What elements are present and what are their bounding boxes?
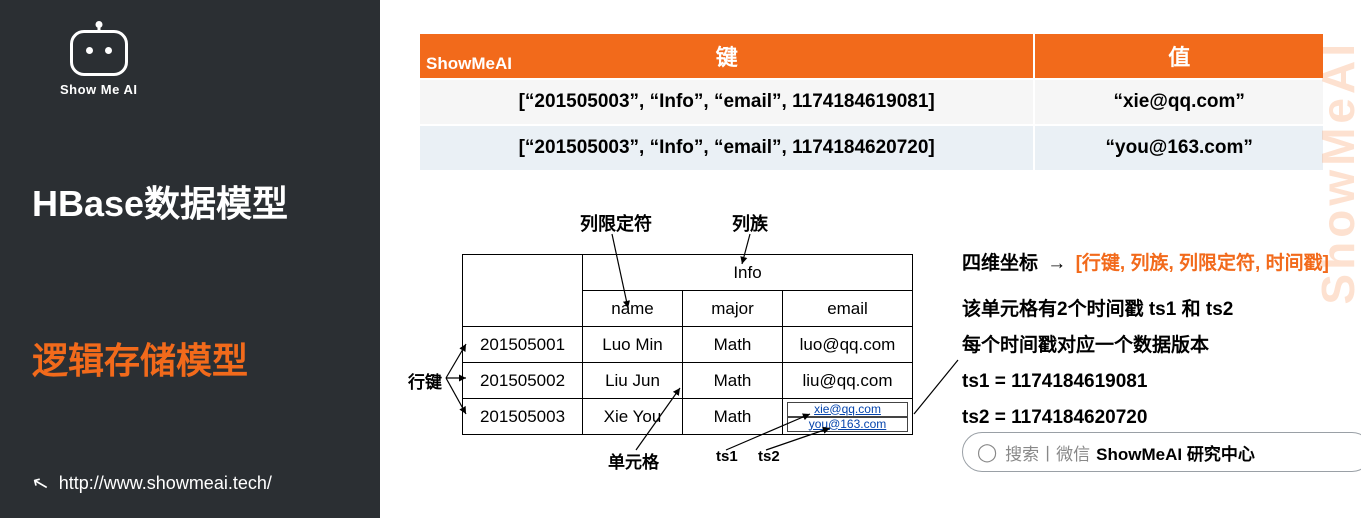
page-title: HBase数据模型 bbox=[32, 175, 288, 227]
search-bold: ShowMeAI 研究中心 bbox=[1096, 440, 1255, 465]
rk-0: 201505001 bbox=[463, 327, 583, 363]
cell: Xie You bbox=[583, 399, 683, 435]
logo: Show Me AI bbox=[60, 30, 137, 97]
kv-key-1: [“201505003”, “Info”, “email”, 117418462… bbox=[419, 125, 1034, 171]
watermark-text: ShowMeAI bbox=[426, 54, 512, 74]
table-row: [“201505003”, “Info”, “email”, 117418462… bbox=[419, 125, 1324, 171]
inner-col-name: name bbox=[583, 291, 683, 327]
sidebar: Show Me AI HBase数据模型 逻辑存储模型 ↖ http://www… bbox=[0, 0, 380, 518]
cell: Math bbox=[683, 363, 783, 399]
kv-val-0: “xie@qq.com” bbox=[1034, 79, 1324, 125]
kv-col-val: 值 bbox=[1168, 45, 1190, 70]
ts-line: ts2 = 1174184620720 bbox=[962, 400, 1351, 436]
logo-text: Show Me AI bbox=[60, 82, 137, 97]
ts-line: 该单元格有2个时间戳 ts1 和 ts2 bbox=[962, 292, 1351, 328]
inner-col-major: major bbox=[683, 291, 783, 327]
footer: ↖ http://www.showmeai.tech/ bbox=[32, 471, 272, 496]
robot-icon bbox=[70, 30, 128, 76]
inner-col-email: email bbox=[783, 291, 913, 327]
search-icon: ◯ bbox=[977, 442, 997, 463]
rk-2: 201505003 bbox=[463, 399, 583, 435]
timestamp-block: 该单元格有2个时间戳 ts1 和 ts2 每个时间戳对应一个数据版本 ts1 =… bbox=[962, 292, 1351, 436]
arrow-icon: → bbox=[1047, 253, 1066, 274]
table-row: [“201505003”, “Info”, “email”, 117418461… bbox=[419, 79, 1324, 125]
cursor-icon: ↖ bbox=[29, 469, 52, 497]
table-row: 201505003 Xie You Math xie@qq.com you@16… bbox=[463, 399, 913, 435]
cell: luo@qq.com bbox=[783, 327, 913, 363]
label-cell: 单元格 bbox=[608, 448, 659, 473]
cell: liu@qq.com bbox=[783, 363, 913, 399]
email-v2: you@163.com bbox=[787, 417, 908, 432]
email-multi-cell: xie@qq.com you@163.com bbox=[783, 399, 913, 435]
label-ts2: ts2 bbox=[758, 448, 780, 465]
label-row-key: 行键 bbox=[408, 368, 442, 393]
cell: Luo Min bbox=[583, 327, 683, 363]
email-v1: xie@qq.com bbox=[787, 402, 908, 417]
coord-items: [行键, 列族, 列限定符, 时间戳] bbox=[1076, 253, 1329, 274]
cell: Math bbox=[683, 399, 783, 435]
label-ts1: ts1 bbox=[716, 448, 738, 465]
ts-line: 每个时间戳对应一个数据版本 bbox=[962, 328, 1351, 364]
coord-label: 四维坐标 bbox=[962, 253, 1038, 274]
ts-line: ts1 = 1174184619081 bbox=[962, 364, 1351, 400]
inner-table: Info name major email 201505001 Luo Min … bbox=[462, 254, 913, 435]
page-subtitle: 逻辑存储模型 bbox=[32, 332, 248, 384]
label-col-qualifier: 列限定符 bbox=[580, 210, 652, 236]
kv-col-key: 键 bbox=[716, 45, 738, 70]
slide: Show Me AI HBase数据模型 逻辑存储模型 ↖ http://www… bbox=[0, 0, 1361, 518]
rk-1: 201505002 bbox=[463, 363, 583, 399]
label-col-family: 列族 bbox=[732, 210, 768, 236]
search-hint: 搜索丨微信 bbox=[1005, 440, 1090, 465]
table-row: 201505002 Liu Jun Math liu@qq.com bbox=[463, 363, 913, 399]
table-row: 201505001 Luo Min Math luo@qq.com bbox=[463, 327, 913, 363]
content: ShowMeAI 键 ShowMeAI 值 [“201505003”, “Inf… bbox=[380, 0, 1361, 518]
coord-line: 四维坐标 → [行键, 列族, 列限定符, 时间戳] bbox=[962, 248, 1329, 275]
cell: Liu Jun bbox=[583, 363, 683, 399]
inner-info: Info bbox=[583, 255, 913, 291]
footer-url[interactable]: http://www.showmeai.tech/ bbox=[59, 473, 272, 494]
kv-val-1: “you@163.com” bbox=[1034, 125, 1324, 171]
cell: Math bbox=[683, 327, 783, 363]
kv-key-0: [“201505003”, “Info”, “email”, 117418461… bbox=[419, 79, 1034, 125]
search-pill[interactable]: ◯ 搜索丨微信 ShowMeAI 研究中心 bbox=[962, 432, 1361, 472]
kv-table: 键 ShowMeAI 值 [“201505003”, “Info”, “emai… bbox=[418, 32, 1325, 172]
